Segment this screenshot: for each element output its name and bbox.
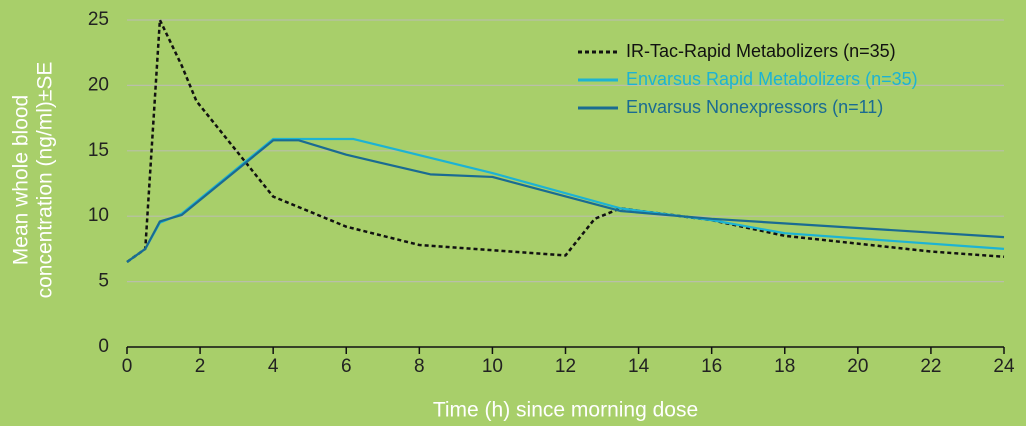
x-axis-label: Time (h) since morning dose bbox=[433, 399, 698, 422]
x-tick-label: 6 bbox=[341, 356, 352, 377]
x-tick-label: 12 bbox=[555, 356, 576, 377]
y-axis-label: Mean whole blood bbox=[10, 95, 33, 265]
x-tick-label: 4 bbox=[268, 356, 279, 377]
x-tick-label: 24 bbox=[993, 356, 1015, 377]
y-tick-label: 0 bbox=[98, 336, 109, 357]
y-tick-label: 5 bbox=[98, 271, 109, 292]
y-tick-label: 25 bbox=[88, 9, 109, 30]
x-tick-label: 22 bbox=[920, 356, 941, 377]
x-tick-label: 8 bbox=[414, 356, 425, 377]
x-tick-label: 10 bbox=[482, 356, 503, 377]
y-tick-label: 20 bbox=[88, 74, 109, 95]
y-tick-label: 15 bbox=[88, 140, 109, 161]
y-axis-label: concentration (ng/ml)±SE bbox=[34, 62, 57, 299]
x-tick-label: 0 bbox=[122, 356, 133, 377]
series-line bbox=[126, 18, 1005, 263]
x-tick-label: 18 bbox=[774, 356, 795, 377]
series-line bbox=[126, 139, 1005, 263]
legend-label: IR-Tac-Rapid Metabolizers (n=35) bbox=[626, 41, 896, 61]
x-tick-label: 2 bbox=[195, 356, 206, 377]
x-tick-label: 14 bbox=[628, 356, 650, 377]
x-tick-label: 20 bbox=[847, 356, 868, 377]
legend-label: Envarsus Nonexpressors (n=11) bbox=[626, 97, 883, 117]
legend-label: Envarsus Rapid Metabolizers (n=35) bbox=[626, 69, 918, 89]
y-tick-label: 10 bbox=[88, 205, 109, 226]
x-tick-label: 16 bbox=[701, 356, 722, 377]
